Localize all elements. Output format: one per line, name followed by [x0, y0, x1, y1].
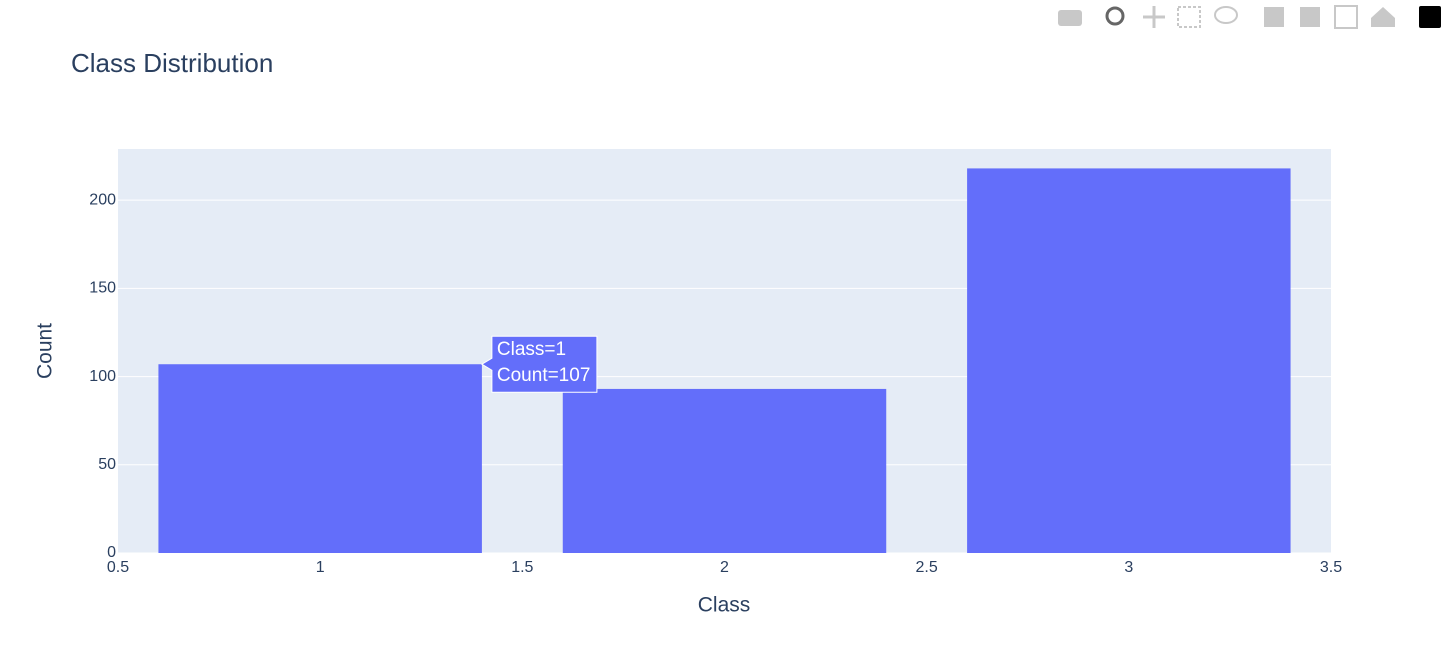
x-tick-label: 2 [720, 559, 729, 576]
y-tick-label: 50 [98, 456, 116, 473]
x-tick-label: 3 [1124, 559, 1133, 576]
x-axis-title: Class [698, 594, 751, 617]
bar [562, 388, 887, 553]
hover-text: Count=107 [497, 365, 591, 386]
zoom-in-button[interactable] [1264, 7, 1284, 27]
y-tick-label: 200 [89, 191, 116, 208]
x-tick-label: 3.5 [1320, 559, 1342, 576]
chart-title: Class Distribution [71, 48, 273, 78]
y-tick-label: 100 [89, 368, 116, 385]
modebar [1058, 5, 1441, 29]
autoscale-button[interactable] [1334, 5, 1358, 29]
hover-label: Class=1 Count=107 [480, 335, 598, 393]
bar [967, 168, 1291, 553]
hover-text: Class=1 [497, 339, 566, 360]
zoom-out-button[interactable] [1300, 7, 1320, 27]
x-tick-label: 1 [316, 559, 325, 576]
select-button[interactable] [1177, 6, 1201, 28]
lasso-button[interactable] [1214, 6, 1238, 24]
hover-box [480, 335, 598, 393]
reset-button[interactable] [1371, 7, 1395, 27]
y-tick-label: 150 [89, 280, 116, 297]
camera-button[interactable] [1058, 10, 1082, 26]
pan-button[interactable] [1143, 6, 1165, 28]
zoom-button[interactable] [1105, 6, 1125, 26]
bar [158, 364, 482, 553]
plotly-logo[interactable] [1419, 6, 1441, 28]
x-tick-label: 0.5 [107, 559, 129, 576]
x-tick-label: 2.5 [916, 559, 938, 576]
x-tick-label: 1.5 [511, 559, 533, 576]
y-axis-title: Count [34, 323, 57, 379]
y-tick-label: 0 [107, 544, 116, 561]
